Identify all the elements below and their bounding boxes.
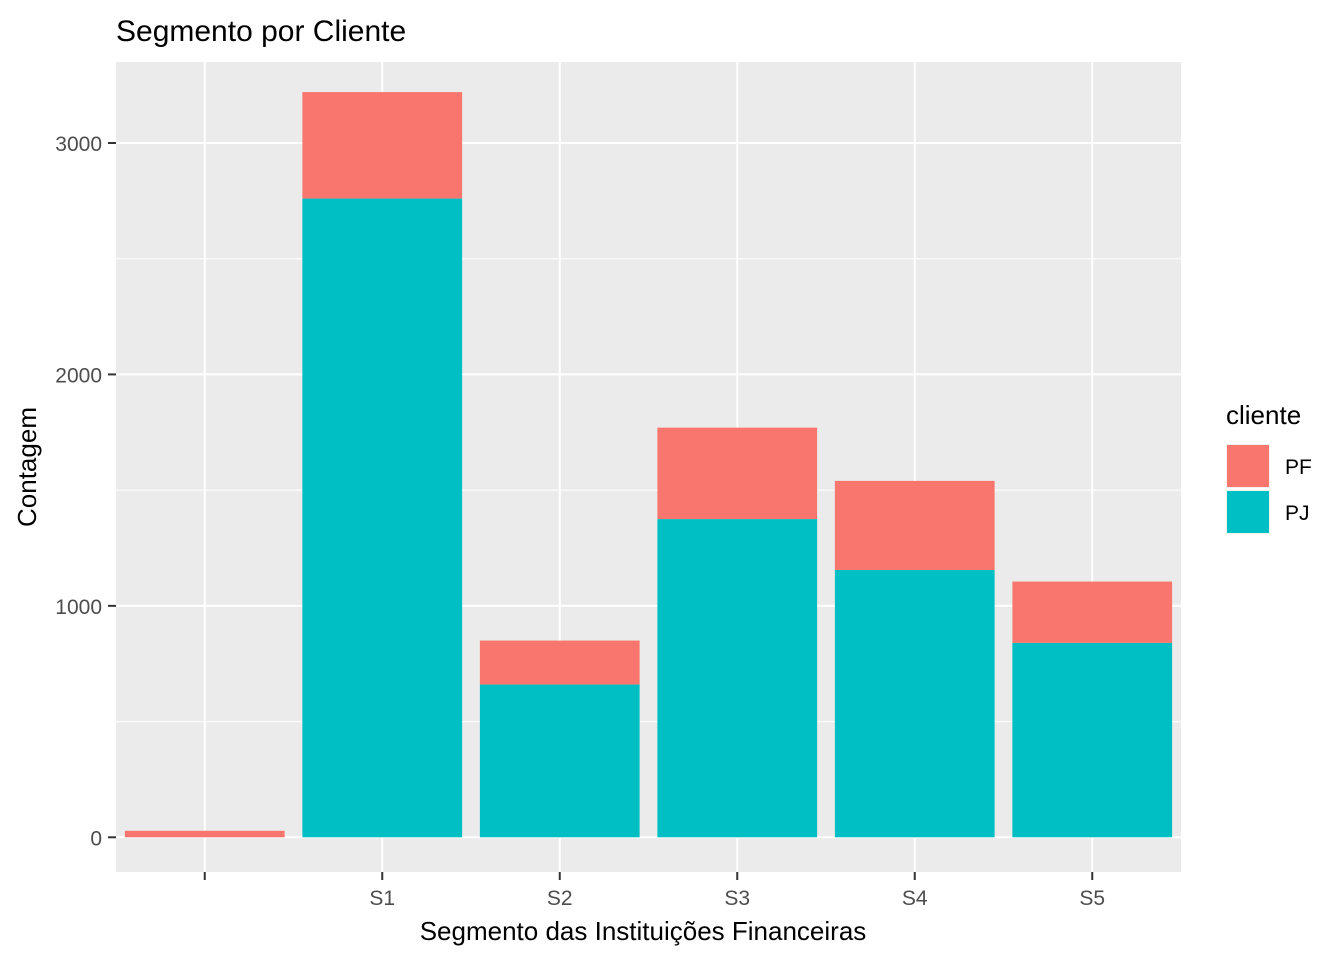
bar-S3-pj <box>657 519 818 838</box>
legend: cliente PF PJ <box>1226 400 1312 534</box>
y-tick-label: 0 <box>90 827 102 850</box>
x-axis-label: Segmento das Instituições Financeiras <box>420 916 867 946</box>
bar-S1-pf <box>302 92 463 199</box>
legend-label-pf: PF <box>1285 456 1312 479</box>
x-tick-label: S2 <box>547 887 573 910</box>
grid-minor <box>116 258 1181 723</box>
bar-S5-pf <box>1012 581 1173 643</box>
x-axis: S1 S2 S3 S4 S5 <box>203 872 1105 910</box>
legend-swatch-pj <box>1227 491 1269 533</box>
bar-S2-pj <box>479 684 640 838</box>
y-tick-label: 1000 <box>55 596 102 619</box>
y-axis: 0 1000 2000 3000 <box>55 133 116 850</box>
legend-items: PF PJ <box>1226 444 1312 534</box>
y-tick-label: 2000 <box>55 364 102 387</box>
x-tick-label: S5 <box>1079 887 1105 910</box>
x-tick-label: S1 <box>369 887 395 910</box>
bar-S4-pf <box>834 480 995 570</box>
x-tick-label: S3 <box>724 887 750 910</box>
legend-label-pj: PJ <box>1285 502 1310 525</box>
legend-title: cliente <box>1226 400 1301 430</box>
bars <box>124 92 1173 838</box>
bar-blank-pf <box>124 830 285 838</box>
legend-swatch-pf <box>1227 445 1269 487</box>
bar-S2-pf <box>479 640 640 685</box>
bar-S4-pj <box>834 569 995 838</box>
bar-S5-pj <box>1012 642 1173 838</box>
chart-title: Segmento por Cliente <box>116 15 406 48</box>
bar-S3-pf <box>657 427 818 520</box>
y-axis-label: Contagem <box>12 407 42 527</box>
x-tick-label: S4 <box>902 887 928 910</box>
bar-S1-pj <box>302 198 463 838</box>
plot-panel <box>116 62 1181 872</box>
y-tick-label: 3000 <box>55 133 102 156</box>
